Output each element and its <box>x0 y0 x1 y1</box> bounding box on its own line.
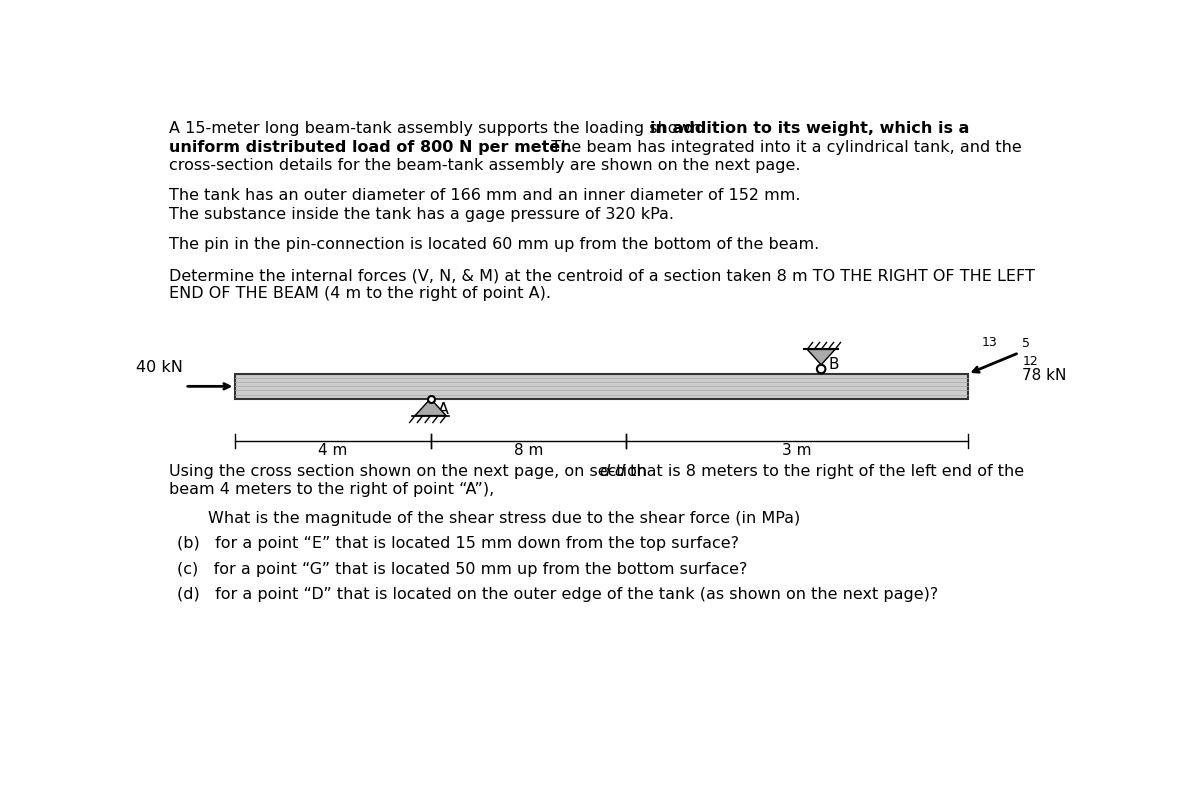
Text: The substance inside the tank has a gage pressure of 320 kPa.: The substance inside the tank has a gage… <box>169 206 674 222</box>
Text: 78 kN: 78 kN <box>1022 368 1067 383</box>
Text: A 15-meter long beam-tank assembly supports the loading shown: A 15-meter long beam-tank assembly suppo… <box>169 121 707 137</box>
Text: 5: 5 <box>1022 337 1031 350</box>
Text: uniform distributed load of 800 N per meter.: uniform distributed load of 800 N per me… <box>169 140 572 155</box>
Polygon shape <box>415 399 446 415</box>
Text: 12: 12 <box>1022 355 1038 368</box>
Text: B: B <box>829 357 840 372</box>
Text: in addition to its weight, which is a: in addition to its weight, which is a <box>650 121 970 137</box>
Text: A: A <box>438 402 449 417</box>
Text: beam 4 meters to the right of point “A”),: beam 4 meters to the right of point “A”)… <box>169 482 494 497</box>
Text: Using the cross section shown on the next page, on section: Using the cross section shown on the nex… <box>169 464 653 479</box>
Text: The pin in the pin-connection is located 60 mm up from the bottom of the beam.: The pin in the pin-connection is located… <box>169 237 820 252</box>
Text: (b)   for a point “E” that is located 15 mm down from the top surface?: (b) for a point “E” that is located 15 m… <box>178 537 739 552</box>
Text: 8 m: 8 m <box>514 443 542 458</box>
Text: (d)   for a point “D” that is located on the outer edge of the tank (as shown on: (d) for a point “D” that is located on t… <box>178 587 938 602</box>
Text: What is the magnitude of the shear stress due to the shear force (in MPa): What is the magnitude of the shear stres… <box>208 511 800 526</box>
Text: Determine the internal forces (V, N, & M) at the centroid of a section taken 8 m: Determine the internal forces (V, N, & M… <box>169 268 1036 283</box>
Circle shape <box>817 364 826 373</box>
Text: that is 8 meters to the right of the left end of the: that is 8 meters to the right of the lef… <box>625 464 1025 479</box>
Polygon shape <box>808 349 835 364</box>
Text: 13: 13 <box>982 336 997 349</box>
Text: 3 m: 3 m <box>782 443 811 458</box>
Text: (c)   for a point “G” that is located 50 mm up from the bottom surface?: (c) for a point “G” that is located 50 m… <box>178 562 748 576</box>
Text: 40 kN: 40 kN <box>136 360 182 375</box>
Text: cross-section details for the beam-tank assembly are shown on the next page.: cross-section details for the beam-tank … <box>169 158 800 172</box>
Text: 4 m: 4 m <box>318 443 348 458</box>
Bar <box>235 374 967 399</box>
Text: The beam has integrated into it a cylindrical tank, and the: The beam has integrated into it a cylind… <box>541 140 1022 155</box>
Text: d-d: d-d <box>600 464 625 479</box>
Text: The tank has an outer diameter of 166 mm and an inner diameter of 152 mm.: The tank has an outer diameter of 166 mm… <box>169 188 800 203</box>
Text: END OF THE BEAM (4 m to the right of point A).: END OF THE BEAM (4 m to the right of poi… <box>169 286 551 301</box>
